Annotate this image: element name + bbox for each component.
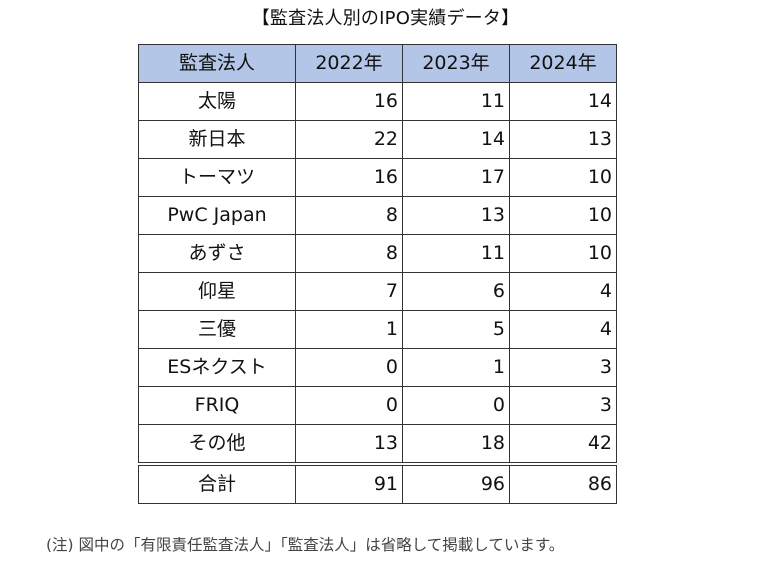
value-2022: 8 <box>295 234 403 273</box>
total-2024: 86 <box>509 462 617 504</box>
table-row: 仰星 7 6 4 <box>138 272 617 311</box>
value-2022: 0 <box>295 386 403 425</box>
value-2023: 17 <box>402 158 510 197</box>
firm-name: 新日本 <box>138 120 296 159</box>
firm-name: FRIQ <box>138 386 296 425</box>
value-2024: 4 <box>509 272 617 311</box>
header-year-2023: 2023年 <box>402 44 510 83</box>
value-2023: 0 <box>402 386 510 425</box>
total-2022: 91 <box>295 462 403 504</box>
total-2023: 96 <box>402 462 510 504</box>
table-row: トーマツ 16 17 10 <box>138 158 617 197</box>
header-year-2022: 2022年 <box>295 44 403 83</box>
value-2023: 11 <box>402 234 510 273</box>
table-row: ESネクスト 0 1 3 <box>138 348 617 387</box>
value-2024: 3 <box>509 348 617 387</box>
value-2024: 4 <box>509 310 617 349</box>
firm-name: その他 <box>138 424 296 465</box>
value-2024: 3 <box>509 386 617 425</box>
value-2022: 0 <box>295 348 403 387</box>
table-row: 三優 1 5 4 <box>138 310 617 349</box>
firm-name: 太陽 <box>138 82 296 121</box>
value-2024: 10 <box>509 158 617 197</box>
value-2024: 42 <box>509 424 617 465</box>
value-2024: 10 <box>509 196 617 235</box>
value-2023: 11 <box>402 82 510 121</box>
value-2023: 1 <box>402 348 510 387</box>
ipo-table: 監査法人 2022年 2023年 2024年 太陽 16 11 14 新日本 2… <box>138 44 617 504</box>
table-row: 新日本 22 14 13 <box>138 120 617 159</box>
value-2023: 13 <box>402 196 510 235</box>
value-2023: 14 <box>402 120 510 159</box>
total-row: 合計 91 96 86 <box>138 462 617 504</box>
table-row: あずさ 8 11 10 <box>138 234 617 273</box>
value-2023: 5 <box>402 310 510 349</box>
firm-name: ESネクスト <box>138 348 296 387</box>
value-2022: 16 <box>295 158 403 197</box>
total-label: 合計 <box>138 462 296 504</box>
header-audit-firm: 監査法人 <box>138 44 296 83</box>
page-title: 【監査法人別のIPO実績データ】 <box>251 8 520 29</box>
table-row: その他 13 18 42 <box>138 424 617 465</box>
table-row: FRIQ 0 0 3 <box>138 386 617 425</box>
value-2023: 18 <box>402 424 510 465</box>
value-2023: 6 <box>402 272 510 311</box>
value-2022: 7 <box>295 272 403 311</box>
value-2022: 1 <box>295 310 403 349</box>
firm-name: 三優 <box>138 310 296 349</box>
table-row: PwC Japan 8 13 10 <box>138 196 617 235</box>
value-2024: 10 <box>509 234 617 273</box>
firm-name: 仰星 <box>138 272 296 311</box>
value-2024: 13 <box>509 120 617 159</box>
value-2022: 16 <box>295 82 403 121</box>
table-header-row: 監査法人 2022年 2023年 2024年 <box>138 44 617 83</box>
firm-name: トーマツ <box>138 158 296 197</box>
value-2022: 8 <box>295 196 403 235</box>
value-2022: 22 <box>295 120 403 159</box>
value-2024: 14 <box>509 82 617 121</box>
firm-name: PwC Japan <box>138 196 296 235</box>
value-2022: 13 <box>295 424 403 465</box>
table-row: 太陽 16 11 14 <box>138 82 617 121</box>
footnote: (注) 図中の「有限責任監査法人」「監査法人」は省略して掲載しています。 <box>46 536 565 554</box>
firm-name: あずさ <box>138 234 296 273</box>
header-year-2024: 2024年 <box>509 44 617 83</box>
